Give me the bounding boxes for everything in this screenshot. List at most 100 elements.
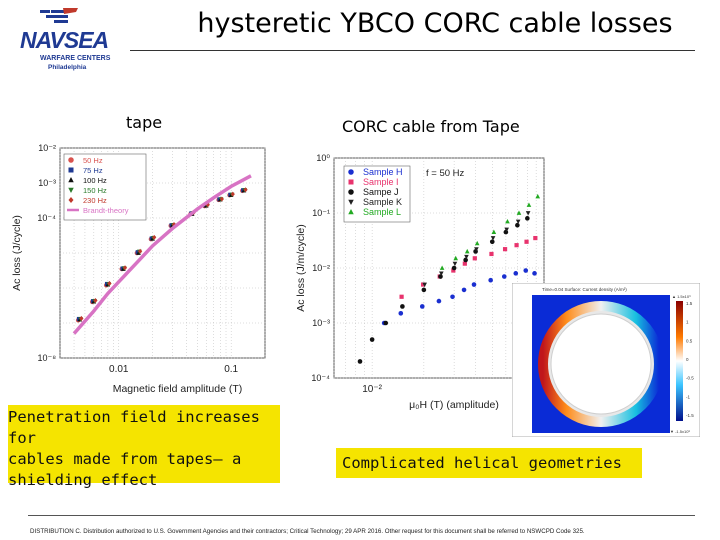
- data-point: [436, 298, 442, 304]
- penetration-note-line3: shielding effect: [8, 471, 158, 489]
- legend-box: [343, 165, 411, 223]
- penetration-note-line1: Penetration field increases for: [8, 408, 260, 447]
- data-point: [514, 243, 519, 248]
- y-axis-label: Ac loss (J/cycle): [11, 215, 23, 291]
- legend-swatch: [348, 169, 354, 175]
- tape-loss-chart: 0.01 0.1 10⁻² 10⁻⁴ 10⁻⁸ 10⁻³ Magnetic field am…: [11, 143, 266, 395]
- colorbar-tick: -1: [686, 394, 690, 399]
- data-point: [516, 210, 522, 215]
- data-point: [136, 250, 141, 255]
- chart-annotation: f = 50 Hz: [426, 168, 465, 179]
- data-point: [464, 248, 470, 254]
- x-tick-label: 0.1: [224, 364, 238, 375]
- navsea-logo-graphic: NAVSEA WARFARE CENTERS Philadelphia: [20, 8, 111, 71]
- data-point: [453, 255, 459, 261]
- penetration-note: Penetration field increases for cables m…: [8, 405, 280, 489]
- data-point: [383, 320, 389, 326]
- data-point: [79, 315, 84, 321]
- data-point: [450, 294, 455, 300]
- data-point: [505, 218, 510, 224]
- legend-swatch: [348, 179, 354, 185]
- data-point: [107, 280, 112, 286]
- colorbar-tick-labels: 1.5 1 0.5 0 -0.5 -1 -1.5: [686, 301, 694, 418]
- corc-loss-chart: 10⁻² 10⁰ 10⁻¹ 10⁻² 10⁻³ 10⁻⁴ μ₀H (T) (amplitud…: [295, 153, 545, 411]
- data-point: [122, 265, 128, 271]
- data-point: [472, 256, 477, 261]
- y-tick-label: 10⁰: [316, 153, 330, 163]
- legend-swatch: [348, 209, 354, 215]
- legend-label: Sample H: [363, 167, 403, 177]
- tape-label: tape: [126, 113, 163, 132]
- data-point: [523, 268, 529, 273]
- helical-geometry-note: Complicated helical geometries: [336, 448, 642, 478]
- data-point: [526, 202, 532, 207]
- y-tick-label: 10⁻⁴: [37, 213, 56, 223]
- data-point: [490, 236, 496, 241]
- colorbar-tick: 1: [686, 320, 689, 325]
- y-tick-label: 10⁻²: [312, 263, 330, 273]
- slide-title: hysteretic YBCO CORC cable losses: [197, 8, 673, 39]
- data-point: [513, 271, 519, 276]
- colorbar-tick: 1.5: [686, 301, 693, 306]
- colorbar-tick: -1.5: [686, 413, 694, 418]
- data-point: [152, 234, 157, 240]
- data-point: [502, 247, 508, 252]
- legend-swatch: [68, 197, 74, 203]
- colorbar-tick: 0: [686, 357, 689, 362]
- data-point: [471, 282, 477, 287]
- colorbar-tick: 0.5: [686, 338, 693, 343]
- title-divider: [130, 50, 695, 51]
- legend-swatch: [348, 199, 354, 205]
- y-tick-label: 10⁻³: [312, 318, 330, 328]
- legend-label: Sample L: [363, 207, 401, 217]
- x-axis-label: μ₀H (T) (amplitude): [409, 399, 499, 411]
- data-point: [533, 235, 538, 241]
- logo-wordmark: NAVSEA: [20, 27, 108, 53]
- flag-stars-icon: [40, 8, 78, 23]
- legend-swatch: [68, 187, 74, 193]
- legend-swatch: [348, 189, 354, 195]
- y-tick-label: 10⁻⁴: [311, 373, 330, 383]
- data-point: [515, 222, 520, 228]
- colorbar-max: ▲ 1.5x10⁹: [672, 294, 691, 299]
- x-axis-label: Magnetic field amplitude (T): [113, 383, 243, 395]
- y-axis-label: Ac loss (J/m/cycle): [295, 224, 307, 312]
- legend-label: 150 Hz: [83, 186, 107, 195]
- legend-swatch: [68, 167, 74, 173]
- data-point: [532, 271, 537, 276]
- data-point: [504, 227, 509, 233]
- inset-helical-ring: [538, 301, 664, 427]
- data-point: [438, 274, 443, 279]
- inset-inner-core: [550, 313, 652, 415]
- grid-lines: [59, 147, 266, 359]
- series-sample-k: [422, 211, 531, 288]
- legend-label: 230 Hz: [83, 196, 107, 205]
- data-point: [463, 257, 468, 263]
- data-point: [400, 304, 405, 309]
- data-point: [461, 287, 467, 293]
- data-point: [419, 304, 425, 309]
- data-point: [524, 239, 529, 244]
- navsea-logo: NAVSEA WARFARE CENTERS Philadelphia: [18, 8, 133, 78]
- data-point: [398, 311, 404, 316]
- series-line: [72, 174, 252, 335]
- data-point: [474, 240, 480, 246]
- data-point: [491, 229, 497, 234]
- data-point: [357, 359, 363, 364]
- data-point: [420, 282, 426, 287]
- data-point: [230, 191, 235, 197]
- y-tick-label: 10⁻⁸: [37, 353, 56, 363]
- distribution-footer: DISTRIBUTION C. Distribution authorized …: [30, 528, 585, 535]
- y-tick-label: 10⁻¹: [312, 208, 330, 218]
- footer-divider: [28, 515, 695, 516]
- data-point: [421, 287, 427, 293]
- data-point: [474, 247, 479, 252]
- legend-swatch: [68, 157, 74, 163]
- colorbar-min: ▼ -1.5x10⁹: [670, 429, 690, 434]
- x-tick-label: 10⁻²: [362, 384, 382, 395]
- data-point: [464, 254, 469, 260]
- inset-title: Time=0.04 Surface: Current density (A/m²…: [542, 287, 627, 292]
- series-sample-l: [439, 193, 541, 270]
- y-tick-label: 10⁻²: [38, 143, 56, 153]
